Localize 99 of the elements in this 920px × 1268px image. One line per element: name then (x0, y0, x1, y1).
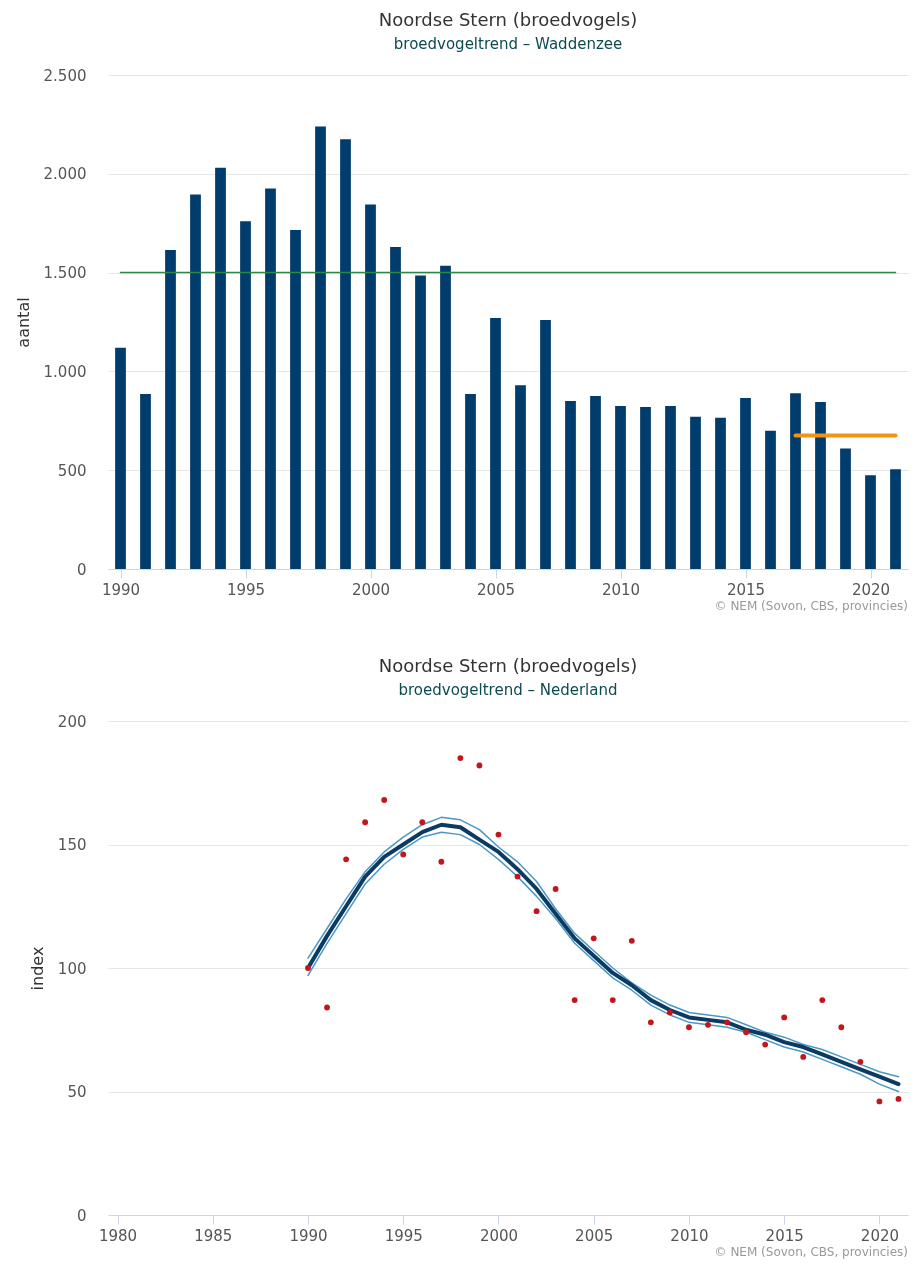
bar (290, 230, 301, 569)
bar (765, 430, 776, 569)
point (800, 1054, 807, 1060)
point (419, 819, 426, 826)
bar (390, 246, 401, 569)
x-tick-label: 2010 (670, 1226, 709, 1245)
bar (640, 406, 651, 569)
point (362, 819, 369, 826)
bar (190, 194, 201, 569)
bar (815, 402, 826, 569)
bar (340, 139, 351, 569)
x-tick-label: 1980 (98, 1226, 138, 1245)
text: © NEM (Sovon, CBS, provincies) (714, 1245, 908, 1259)
point (857, 1058, 864, 1065)
point (438, 858, 445, 865)
y-tick-label: 1.500 (43, 264, 87, 283)
x-tick-label: 2005 (575, 1226, 614, 1245)
x-tick-label: 1990 (289, 1226, 328, 1245)
point (457, 755, 464, 761)
point (781, 1014, 788, 1021)
point (495, 831, 502, 838)
y-axis-title: index (27, 946, 47, 991)
point (552, 886, 559, 892)
point (343, 856, 350, 863)
bar (840, 448, 851, 569)
point (571, 997, 578, 1004)
point (324, 1004, 330, 1011)
bar (365, 204, 376, 569)
x-tick-label: 2020 (860, 1226, 900, 1245)
x-tick-label: 2015 (765, 1226, 804, 1245)
bar (165, 249, 176, 569)
bar (890, 469, 901, 569)
point (628, 937, 635, 944)
x-tick-label: 1985 (194, 1226, 233, 1245)
y-tick-label: 1.000 (43, 362, 87, 381)
y-tick-label: 0 (76, 560, 87, 579)
point (609, 997, 616, 1004)
point (533, 908, 540, 915)
point (743, 1029, 750, 1036)
x-tick-label: 2010 (601, 580, 641, 599)
x-tick-label: 2020 (851, 580, 891, 599)
y-tick-label: 2.500 (43, 66, 87, 85)
bar (215, 167, 226, 569)
point (514, 873, 521, 880)
bar (865, 475, 876, 569)
y-tick-label: 50 (67, 1083, 87, 1101)
x-tick-label: 1995 (384, 1226, 423, 1245)
bar (540, 320, 551, 569)
chart-subtitle: broedvogeltrend – Waddenzee (393, 35, 623, 53)
point (381, 797, 388, 803)
point (476, 762, 483, 769)
x-tick-label: 2015 (726, 580, 766, 599)
bar (240, 221, 251, 569)
chart-title: Noordse Stern (broedvogels) (378, 655, 638, 676)
point (686, 1024, 692, 1031)
bar (790, 393, 801, 569)
text: © NEM (Sovon, CBS, provincies) (714, 599, 908, 613)
point (305, 965, 311, 971)
bar (490, 318, 501, 569)
bar (740, 398, 751, 569)
bar (315, 126, 326, 569)
bar (615, 405, 626, 569)
y-axis-title: aantal (13, 297, 33, 348)
x-tick-label: 2005 (476, 580, 516, 599)
y-tick-label: 500 (57, 461, 87, 480)
bar (590, 396, 601, 569)
x-tick-label: 1995 (226, 580, 266, 599)
chart-subtitle: broedvogeltrend – Nederland (398, 681, 618, 699)
bar (265, 188, 276, 569)
point (895, 1096, 902, 1102)
y-tick-label: 100 (57, 959, 87, 978)
y-tick-label: 0 (76, 1206, 87, 1225)
bar (665, 405, 676, 569)
x-tick-label: 2000 (479, 1226, 519, 1245)
point (724, 1019, 730, 1026)
y-tick-label: 2.000 (43, 165, 87, 184)
point (590, 935, 597, 942)
point (705, 1021, 711, 1028)
point (876, 1098, 883, 1105)
bar (690, 416, 701, 569)
point (762, 1041, 769, 1048)
point (819, 997, 826, 1004)
point (666, 1009, 673, 1016)
bar (115, 347, 126, 569)
bar (415, 275, 426, 569)
bar (440, 265, 451, 569)
x-tick-label: 2000 (351, 580, 391, 599)
point (838, 1024, 845, 1031)
bar (515, 385, 526, 569)
bar (715, 417, 726, 569)
point (400, 851, 407, 858)
x-tick-label: 1990 (101, 580, 141, 599)
bar (565, 401, 576, 569)
y-tick-label: 200 (57, 712, 87, 731)
chart-title: Noordse Stern (broedvogels) (378, 9, 638, 30)
bar (465, 394, 476, 569)
y-tick-label: 150 (57, 836, 87, 854)
bar (140, 394, 151, 569)
point (647, 1019, 654, 1026)
